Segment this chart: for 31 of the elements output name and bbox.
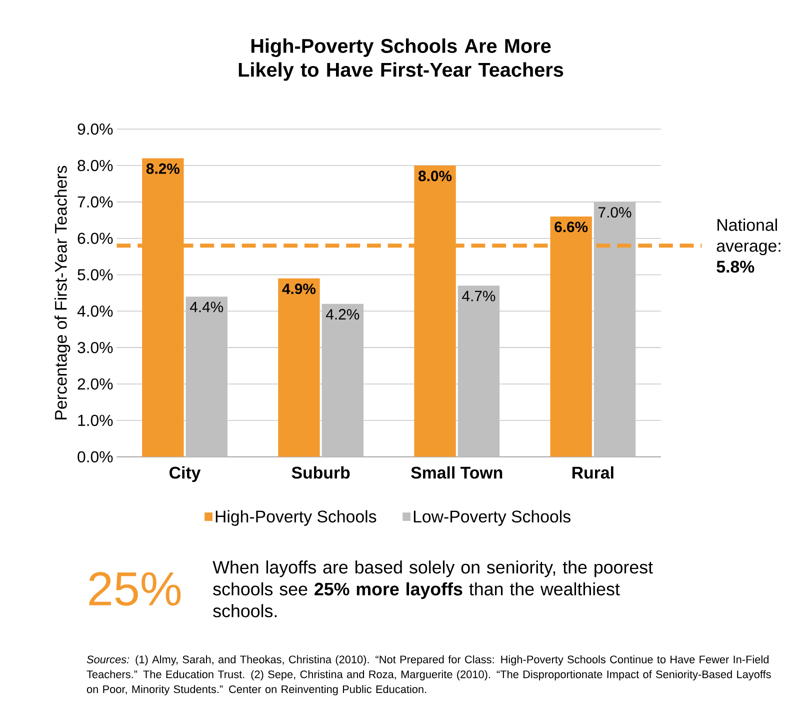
- data-label: 4.4%: [190, 302, 224, 312]
- ref-line-label: National average: 5.8%: [716, 218, 780, 273]
- x-tick-label: City: [170, 466, 201, 482]
- data-label: 6.6%: [554, 222, 588, 232]
- bar: [278, 278, 320, 457]
- y-tick-label: 4.0%: [77, 306, 113, 317]
- data-label: 4.7%: [462, 290, 496, 302]
- legend-label: High-Poverty Schools: [216, 510, 376, 526]
- y-tick-label: 3.0%: [78, 342, 113, 354]
- text: 25%: [89, 572, 181, 606]
- y-tick-label: 5.0%: [78, 269, 113, 280]
- data-label: 4.9%: [282, 284, 316, 294]
- y-tick-label: 9.0%: [78, 123, 113, 135]
- y-axis-title: Percentage of First-Year Teachers: [54, 166, 70, 420]
- y-tick-label: 2.0%: [78, 378, 113, 390]
- text: Sources: (1) Almy, Sarah, and Theokas, Christina (2010). “Not Prepared for Class: High-Poverty Schools Continue to Have Fewer In-Field Teachers.” The Education Trust. (2) Sepe, Christina and Roza, Marguerite (2010). “The Disproportionate Impact of Seniority-Based Layoffs on Poor, Minority Students.” Center on Reinventing Public Education.: [86, 655, 771, 696]
- y-tick-label: 1.0%: [78, 414, 113, 426]
- x-tick-label: Rural: [572, 466, 614, 479]
- y-tick-label: 8.0%: [78, 160, 113, 172]
- legend-label: Low-Poverty Schools: [414, 510, 570, 526]
- y-tick-label: 7.0%: [78, 196, 113, 208]
- data-label: 4.2%: [326, 309, 360, 320]
- y-tick-label: 6.0%: [78, 232, 113, 244]
- data-label: 8.0%: [418, 170, 452, 182]
- data-label: 8.2%: [146, 163, 180, 174]
- x-tick-label: Suburb: [292, 466, 350, 479]
- text: When layoffs are based solely on seniority, the poorest schools see 25% more layoffs than the wealthiest schools.: [212, 560, 653, 618]
- x-tick-label: Small Town: [411, 466, 502, 479]
- data-label: 7.0%: [598, 207, 632, 218]
- y-tick-label: 0.0%: [78, 451, 113, 462]
- chart-title: High-Poverty Schools Are More Likely to Have First-Year Teachers: [238, 38, 564, 81]
